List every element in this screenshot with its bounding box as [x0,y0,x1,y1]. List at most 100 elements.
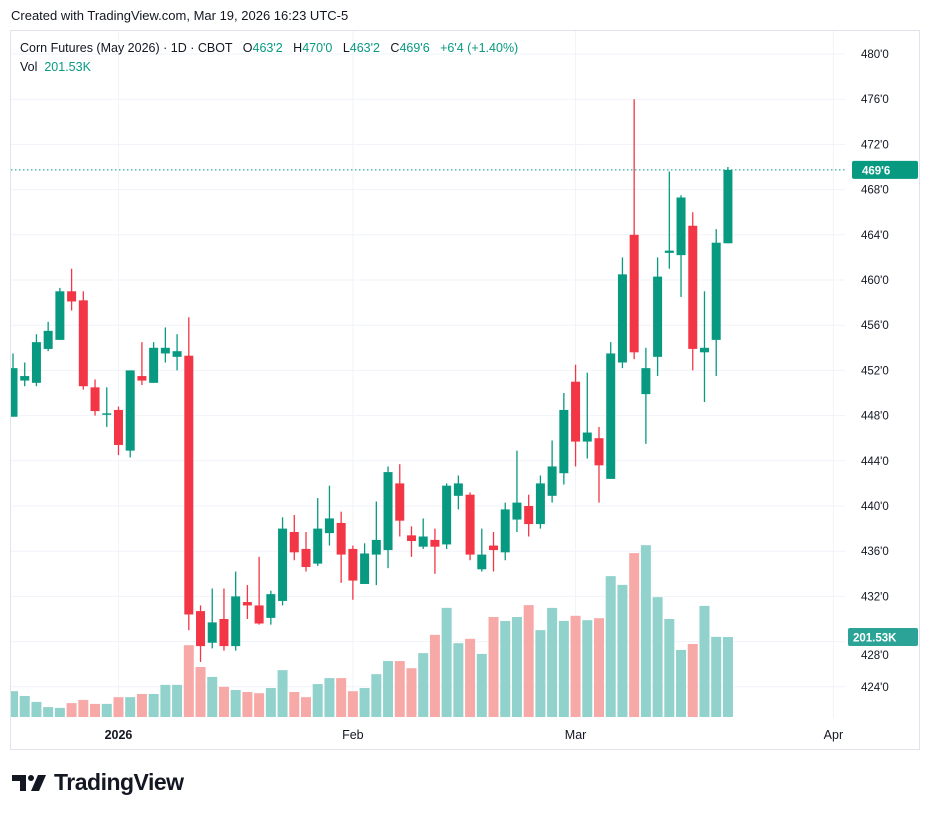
candle-body [535,483,545,525]
candle [231,571,241,651]
candle-body [360,553,370,584]
candle [301,531,311,572]
volume-bar [277,670,288,717]
volume-bar [136,693,147,717]
candle [442,483,452,549]
candle [617,257,627,369]
candle-body [172,351,182,357]
volume-bars [11,545,733,717]
price-tick-label: 448'0 [861,411,889,423]
candle-body [711,242,721,340]
volume-bar [676,649,687,717]
low-label: L [342,41,350,55]
volume-bar [453,643,464,717]
candle [406,526,416,557]
candle [278,517,288,606]
candle [688,212,698,371]
volume-bar [465,638,476,717]
volume-bar [301,697,311,717]
candle-body [406,535,416,542]
candle [196,605,206,662]
candle-body [547,466,557,496]
tradingview-logo[interactable]: TradingView [12,769,184,796]
candle-body [254,605,264,624]
volume-bar [218,686,229,717]
candle-body [641,368,651,395]
candle-body [512,502,522,520]
candle [137,342,147,386]
time-axis[interactable]: 2026 Feb Mar Apr [105,728,844,742]
candle [699,291,709,403]
volume-bar [19,695,30,717]
volume-bar [640,545,651,717]
volume-bar [242,692,253,717]
candle-body [90,387,100,412]
candle [653,257,663,377]
last-price-label: 469'6 [862,165,890,177]
price-tick-label: 440'0 [861,501,889,513]
volume-bar [429,634,440,717]
volume-bar [441,607,452,717]
open-label: O [242,41,253,55]
candle [149,342,159,383]
price-axis[interactable]: 480'0 476'0 472'0 468'0 464'0 460'0 456'0 452'0… [861,49,889,694]
candle-body [606,353,616,479]
price-tick-label: 424'0 [861,682,889,694]
candle [219,588,229,651]
candle-body [442,485,452,545]
symbol-title[interactable]: Corn Futures (May 2026) · 1D · CBOT [20,41,233,55]
candle [489,531,499,572]
volume-label[interactable]: Vol [20,60,38,74]
volume-bar [54,707,65,717]
volume-bar [347,691,358,717]
candle-body [207,622,217,643]
price-tick-label: 452'0 [861,365,889,377]
candle-body [242,602,252,606]
candle [113,406,123,456]
candle [125,370,135,458]
candle-body [348,548,358,581]
volume-bar [535,630,546,717]
close-label: C [390,41,400,55]
candle [43,321,53,352]
grid-lines [11,31,845,718]
volume-bar [371,674,382,717]
price-tick-label: 468'0 [861,185,889,197]
candle [11,353,18,417]
volume-bar [265,688,276,717]
last-volume-badge: 201.53K [848,628,918,646]
candle [582,372,592,459]
volume-bar [582,620,593,717]
volume-bar [125,697,136,717]
candles [11,99,733,662]
candle-body [559,409,569,474]
candle [254,556,264,625]
candle-body [676,197,686,256]
volume-bar [78,699,89,717]
volume-bar [699,605,710,717]
candle-body [78,300,88,387]
volume-value: 201.53K [44,60,91,74]
price-tick-label: 456'0 [861,320,889,332]
open-value: 463'2 [252,41,283,55]
candle [313,498,323,566]
candle [453,475,463,510]
candle [336,511,346,583]
candle [723,167,733,244]
candle-body [43,330,53,349]
candle [67,268,77,311]
candle-body [699,347,709,353]
change-value: +6'4 (+1.40%) [440,41,519,55]
candle-body [465,494,475,555]
last-volume-label: 201.53K [853,633,897,645]
candle [184,317,194,631]
last-price-badge: 469'6 [852,160,918,179]
candle [102,387,112,427]
candle-body [571,381,581,442]
price-tick-label: 432'0 [861,591,889,603]
candle-body [336,522,346,555]
volume-bar [711,636,722,717]
candle-body [723,169,733,244]
candle [266,590,276,625]
